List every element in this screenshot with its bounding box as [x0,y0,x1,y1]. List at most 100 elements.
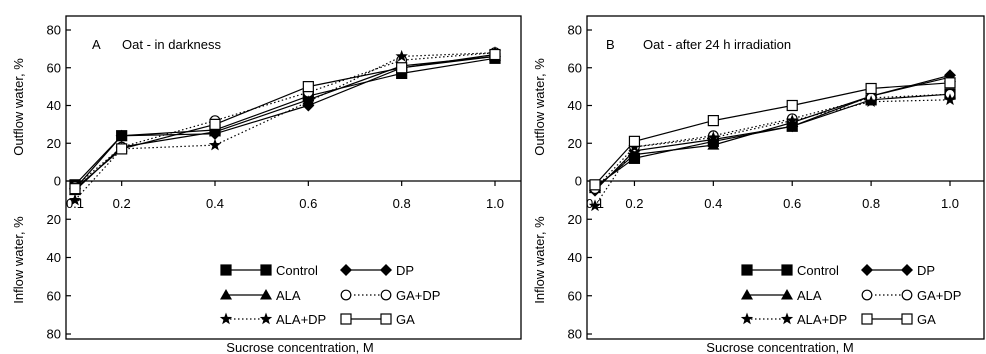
data-point [396,62,408,74]
y-tick-label: 60 [47,288,61,303]
y-axis-label-inflow: Inflow water, % [532,216,547,304]
series-markers-ala-dp [588,93,957,212]
y-tick-label: 80 [47,23,61,38]
legend-label: Control [797,263,839,278]
data-point [864,95,878,107]
x-tick-label: 0.1 [66,196,84,211]
chart-panel-a: 0 20 40 60 80 20 40 60 80 0.1 0.2 0.4 0.6 0.8 1.0 A Oat … [11,15,522,354]
y-tick-label: 60 [568,288,582,303]
legend-marker [260,289,272,300]
data-point [395,49,408,62]
series-line-ala-dp [74,52,496,201]
data-point [209,118,221,130]
series-markers-control [69,52,501,191]
legend-marker [340,289,352,301]
legend-entry-ga: GA [861,312,936,327]
x-tick-label: 0.6 [783,196,801,211]
chart-panel-b: 020406080204060800.10.20.40.60.81.0BOat … [532,15,985,354]
data-point [589,179,601,191]
data-point [302,95,315,107]
legend-entry-ala-dp: ALA+DP [219,312,326,327]
legend-marker [901,289,913,301]
series-line-control [74,57,496,186]
x-axis-label: Sucrose concentration, M [706,340,853,354]
data-point [786,114,799,126]
data-point [588,199,602,212]
legend-entry-dp: DP [340,263,414,278]
x-tick-label: 0.4 [206,196,224,211]
legend-label: Control [276,263,318,278]
series-line-ala [74,55,496,192]
y-tick-label: 80 [568,23,582,38]
legend-entry-dp: DP [861,263,935,278]
y-axis-label-inflow: Inflow water, % [11,216,26,304]
chart-title: Oat - after 24 h irradiation [643,37,791,52]
data-point [209,125,221,137]
series-line-ga [74,53,496,190]
legend-marker [741,264,753,276]
legend-entry-ga: GA [340,312,415,327]
legend-marker [380,289,392,301]
legend-label: GA+DP [917,288,961,303]
plot-frame [586,15,985,340]
series-line-ga-dp [74,52,496,188]
legend-entry-ga-dp: GA+DP [340,288,440,303]
legend-marker [259,312,273,325]
x-tick-label: 0.4 [704,196,722,211]
y-tick-label: 0 [575,174,582,189]
series-line-ga-dp [594,93,951,190]
data-point [208,138,222,151]
y-tick-label: 20 [568,136,582,151]
series-line-dp [74,55,496,190]
data-point [865,82,877,95]
data-point [707,114,719,127]
y-tick-label: 20 [47,212,61,227]
legend-marker [861,264,873,276]
data-point [115,129,128,142]
legend-entry-ala: ALA [741,288,822,303]
legend-marker [219,312,233,325]
legend-entry-ga-dp: GA+DP [861,288,961,303]
data-point [628,148,641,160]
plot-frame [65,15,522,340]
legend-marker [220,264,232,276]
data-point [707,139,720,150]
x-axis-label: Sucrose concentration, M [226,340,373,354]
series-markers-ga [589,77,956,191]
series-markers-ga-dp [589,88,956,195]
legend-label: GA+DP [396,288,440,303]
legend-entry-ala: ALA [220,288,301,303]
y-tick-label: 40 [568,98,582,113]
data-point [786,99,798,112]
data-point [116,143,128,155]
data-point [302,81,314,93]
legend-marker [741,289,753,300]
legend-label: GA [917,312,936,327]
legend-marker [901,264,913,276]
x-tick-label: 0.6 [299,196,317,211]
y-tick-label: 80 [568,327,582,342]
data-point [69,183,81,195]
series-markers-ala [69,50,501,196]
series-markers-control [589,88,956,193]
data-point [489,48,501,61]
y-tick-label: 20 [568,212,582,227]
legend-marker [260,264,272,276]
x-tick-label: 1.0 [486,196,504,211]
y-tick-label: 0 [54,174,61,189]
x-tick-label: 0.8 [393,196,411,211]
x-tick-label: 0.8 [862,196,880,211]
legend-label: ALA+DP [276,312,326,327]
x-tick-label: 0.2 [113,196,131,211]
data-point [68,193,82,206]
y-axis-label-outflow: Outflow water, % [532,58,547,156]
legend-marker [861,289,873,301]
legend-label: DP [396,263,414,278]
legend-label: ALA [276,288,301,303]
series-line-ala [594,76,951,190]
x-tick-label: 1.0 [941,196,959,211]
y-tick-label: 60 [47,60,61,75]
panel-letter: B [606,37,615,52]
chart-title: Oat - in darkness [122,37,221,52]
